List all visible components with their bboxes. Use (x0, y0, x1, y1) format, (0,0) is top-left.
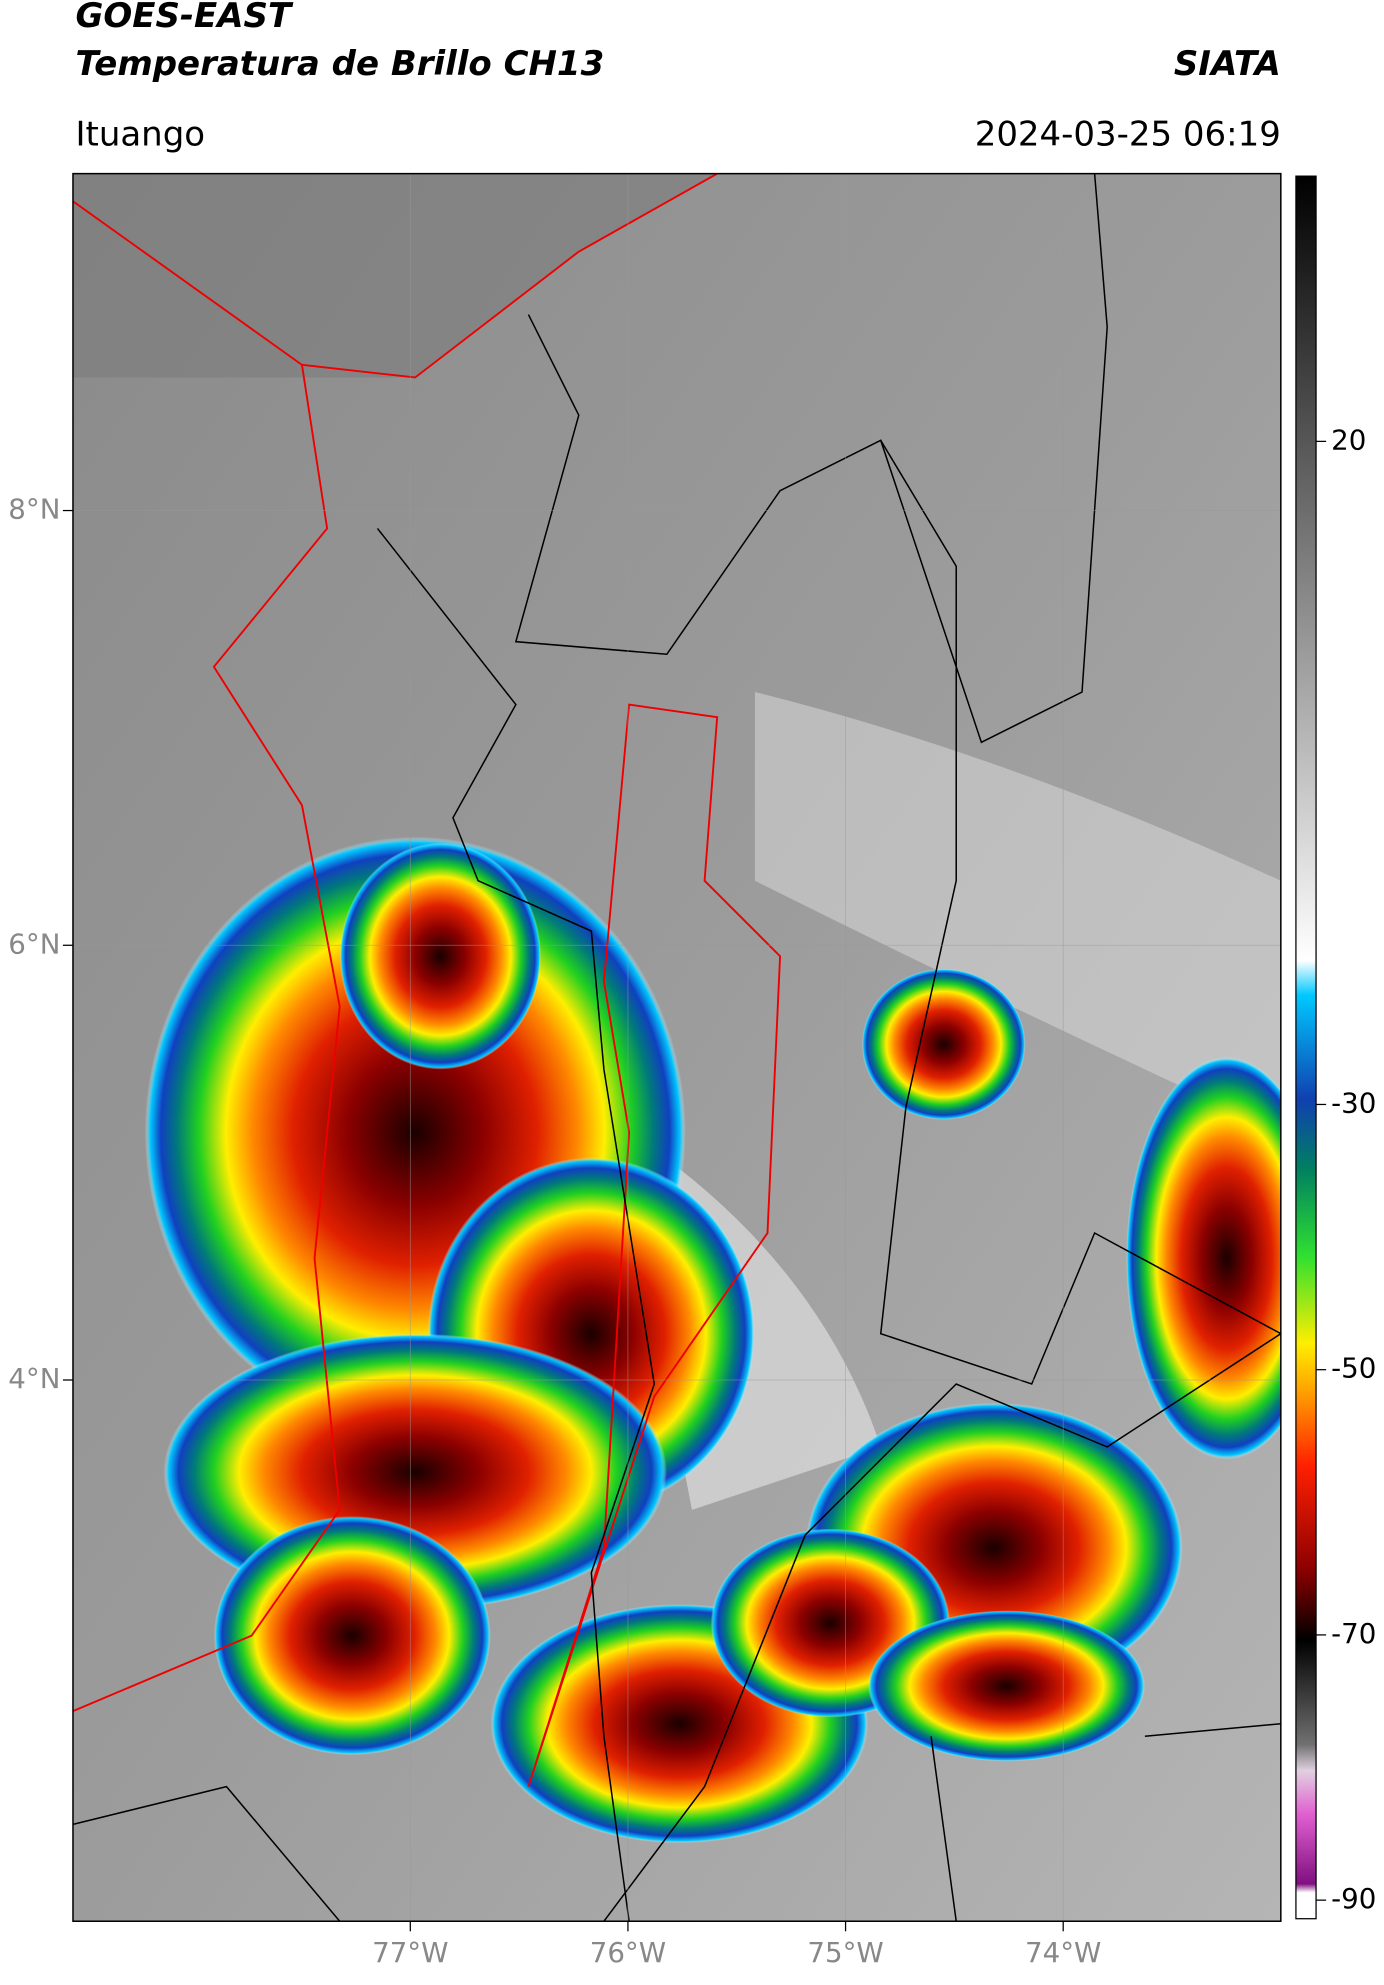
y-tick-label: 6°N (8, 927, 60, 960)
x-tick-label: 76°W (590, 1936, 666, 1969)
colorbar-tick-label: -70 (1331, 1617, 1376, 1650)
colorbar-tick-label: -50 (1331, 1352, 1376, 1385)
x-tick-label: 74°W (1025, 1936, 1101, 1969)
brand: SIATA (1174, 44, 1281, 84)
subtitle: Temperatura de Brillo CH13 (75, 44, 604, 84)
y-tick-label: 8°N (8, 493, 60, 526)
datetime: 2024-03-25 06:19 (975, 114, 1281, 154)
x-tick-label: 75°W (807, 1936, 883, 1969)
y-tick-label: 4°N (8, 1362, 60, 1395)
satellite-image (72, 173, 1281, 1922)
colorbar-tick-label: -30 (1331, 1086, 1376, 1119)
colorbar (1295, 175, 1317, 1920)
colorbar-tick-label: -90 (1331, 1882, 1376, 1915)
title: GOES-EAST (75, 0, 293, 36)
map-frame (72, 172, 1282, 1922)
x-tick-label: 77°W (372, 1936, 448, 1969)
location: Ituango (75, 114, 205, 154)
graticule (72, 173, 1281, 1922)
colorbar-tick-label: 20 (1331, 423, 1366, 456)
